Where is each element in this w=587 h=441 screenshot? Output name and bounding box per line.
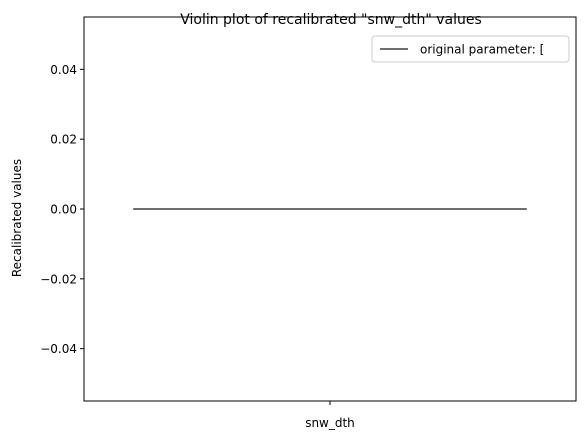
y-tick-label: −0.04	[40, 342, 77, 356]
y-tick-label: 0.04	[50, 63, 77, 77]
y-axis: −0.04 −0.02 0.00 0.02 0.04	[40, 63, 84, 356]
legend-box	[371, 35, 570, 63]
legend-label: original parameter: [	[420, 43, 544, 57]
chart-title: Violin plot of recalibrated "snw_dth" va…	[180, 12, 482, 28]
y-tick-label: 0.00	[50, 203, 77, 217]
x-tick-label: snw_dth	[305, 416, 355, 430]
y-axis-label: Recalibrated values	[10, 159, 24, 277]
y-tick-label: −0.02	[40, 272, 77, 286]
y-tick-label: 0.02	[50, 133, 77, 147]
x-axis: snw_dth	[305, 401, 355, 430]
legend: original parameter: [	[371, 35, 570, 63]
